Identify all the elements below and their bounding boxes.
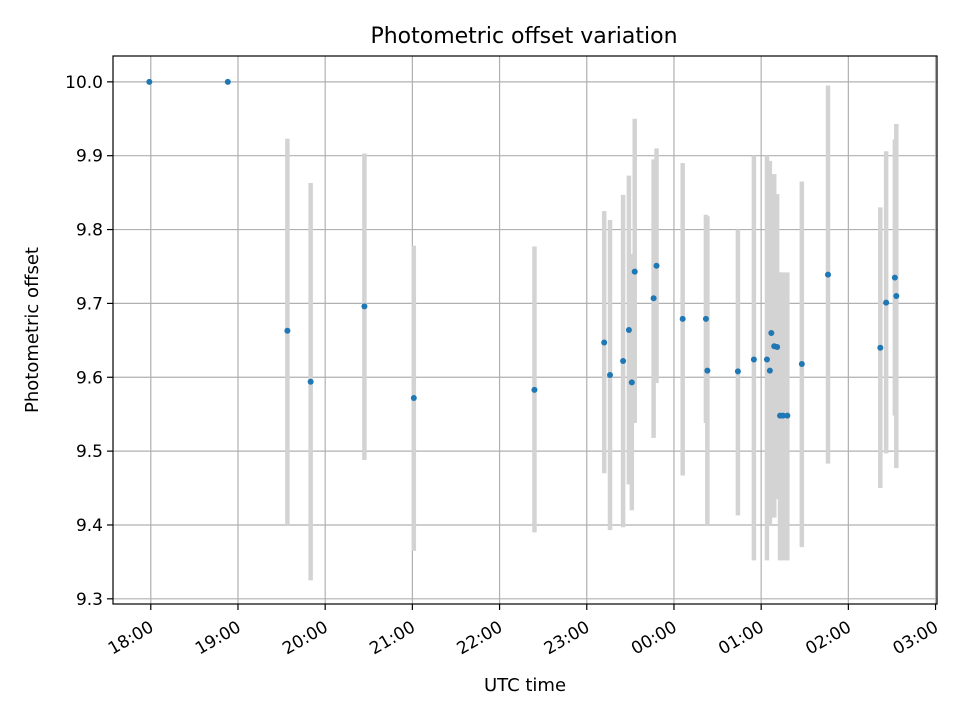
data-point — [284, 327, 291, 334]
data-point — [784, 412, 791, 419]
data-point — [653, 262, 660, 269]
data-point — [825, 271, 832, 278]
data-point — [891, 274, 898, 281]
data-point — [631, 268, 638, 275]
data-point — [798, 360, 805, 367]
y-tick-label: 9.7 — [76, 294, 103, 314]
data-point — [750, 356, 757, 363]
x-tick-label: 00:00 — [628, 617, 680, 659]
y-tick-label: 9.6 — [76, 368, 103, 388]
x-tick-label: 21:00 — [366, 617, 418, 659]
data-point — [224, 78, 231, 85]
data-points — [146, 78, 900, 419]
x-axis-label: UTC time — [484, 675, 566, 696]
data-point — [679, 315, 686, 322]
data-point — [779, 412, 786, 419]
plot-frame — [112, 55, 938, 605]
y-tick-label: 9.3 — [76, 590, 103, 610]
data-point — [607, 372, 614, 379]
data-point — [883, 299, 890, 306]
y-axis-ticks: 9.3 9.4 9.5 9.6 9.7 9.8 9.9 10.0 — [65, 73, 113, 610]
data-point — [628, 379, 635, 386]
y-tick-label: 9.5 — [76, 442, 103, 462]
y-tick-label: 9.9 — [76, 147, 103, 167]
data-point — [704, 367, 711, 374]
y-tick-label: 10.0 — [65, 73, 103, 93]
error-bars — [285, 85, 899, 581]
data-point — [650, 295, 657, 302]
x-tick-label: 01:00 — [715, 617, 767, 659]
chart-title: Photometric offset variation — [370, 24, 677, 49]
x-axis-ticks: 18:00 19:00 20:00 21:00 22:00 23:00 00:00 01:00… — [105, 604, 942, 659]
data-point — [893, 293, 900, 300]
data-point — [410, 394, 417, 401]
data-point — [734, 368, 741, 375]
x-tick-label: 02:00 — [802, 617, 854, 659]
gridlines — [113, 56, 937, 604]
data-point — [146, 78, 153, 85]
x-tick-label: 23:00 — [541, 617, 593, 659]
x-tick-label: 19:00 — [192, 617, 244, 659]
y-tick-label: 9.4 — [76, 516, 103, 536]
data-point — [702, 315, 709, 322]
x-tick-label: 03:00 — [890, 617, 942, 659]
data-point — [361, 303, 368, 310]
x-tick-label: 20:00 — [279, 617, 331, 659]
data-point — [877, 344, 884, 351]
data-point — [774, 343, 781, 350]
y-tick-label: 9.8 — [76, 221, 103, 241]
x-tick-label: 18:00 — [105, 617, 157, 659]
data-point — [768, 329, 775, 336]
data-point — [531, 386, 538, 393]
data-point — [763, 356, 770, 363]
x-tick-label: 22:00 — [454, 617, 506, 659]
data-point — [307, 378, 314, 385]
data-point — [625, 327, 632, 333]
data-point — [601, 339, 608, 346]
y-axis-label: Photometric offset — [22, 247, 43, 413]
data-point — [766, 367, 773, 374]
data-point — [620, 358, 627, 365]
